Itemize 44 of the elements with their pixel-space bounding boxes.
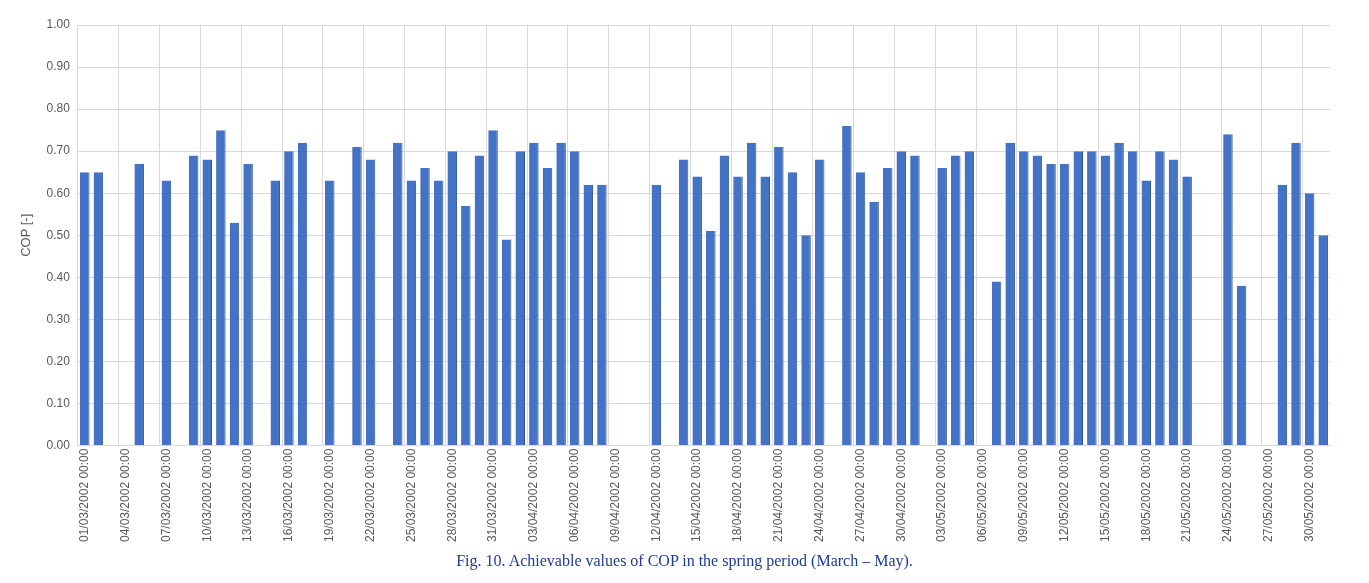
x-tick-label: 28/03/2002 00:00	[444, 448, 459, 542]
x-tick-label: 18/05/2002 00:00	[1138, 448, 1153, 542]
x-tick-label: 15/05/2002 00:00	[1097, 448, 1112, 542]
x-tick-label: 22/03/2002 00:00	[362, 448, 377, 542]
x-tick-label: 18/04/2002 00:00	[730, 448, 745, 542]
x-tick-label: 09/05/2002 00:00	[1016, 448, 1031, 542]
x-tick-label: 12/05/2002 00:00	[1056, 448, 1071, 542]
y-tick-label: 0.60	[46, 185, 71, 200]
x-tick-label: 24/04/2002 00:00	[811, 448, 826, 542]
caption: Fig. 10. Achievable values of COP in the spring period (March – May).	[455, 552, 914, 570]
y-axis-title: COP [-]	[18, 213, 34, 257]
y-tick-label: 0.00	[46, 437, 71, 452]
y-tick-label: 0.90	[46, 59, 71, 74]
x-tick-label: 30/05/2002 00:00	[1301, 448, 1316, 542]
x-tick-label: 04/03/2002 00:00	[117, 448, 132, 542]
x-tick-label: 21/04/2002 00:00	[771, 448, 786, 542]
x-tick-label: 12/04/2002 00:00	[648, 448, 663, 542]
y-tick-label: 0.10	[46, 395, 71, 410]
x-tick-label: 15/04/2002 00:00	[689, 448, 704, 542]
y-tick-label: 1.00	[46, 17, 71, 32]
x-tick-label: 16/03/2002 00:00	[281, 448, 296, 542]
x-tick-label: 19/03/2002 00:00	[322, 448, 337, 542]
x-tick-label: 10/03/2002 00:00	[199, 448, 214, 542]
x-tick-label: 21/05/2002 00:00	[1179, 448, 1194, 542]
x-tick-label: 03/05/2002 00:00	[934, 448, 949, 542]
y-tick-label: 0.20	[46, 353, 71, 368]
x-tick-label: 27/04/2002 00:00	[852, 448, 867, 542]
y-tick-label: 0.30	[46, 311, 71, 326]
y-tick-label: 0.40	[46, 269, 71, 284]
x-tick-label: 31/03/2002 00:00	[485, 448, 500, 542]
x-tick-label: 09/04/2002 00:00	[607, 448, 622, 542]
x-tick-label: 07/03/2002 00:00	[158, 448, 173, 542]
x-tick-label: 13/03/2002 00:00	[240, 448, 255, 542]
y-tick-label: 0.80	[46, 101, 71, 116]
y-tick-label: 0.50	[46, 227, 71, 242]
x-tick-label: 06/05/2002 00:00	[975, 448, 990, 542]
x-tick-label: 25/03/2002 00:00	[403, 448, 418, 542]
x-tick-label: 27/05/2002 00:00	[1261, 448, 1276, 542]
y-tick-label: 0.70	[46, 143, 71, 158]
x-tick-label: 24/05/2002 00:00	[1220, 448, 1235, 542]
x-tick-label: 01/03/2002 00:00	[77, 448, 92, 542]
x-tick-label: 30/04/2002 00:00	[893, 448, 908, 542]
x-tick-label: 03/04/2002 00:00	[526, 448, 541, 542]
x-tick-label: 06/04/2002 00:00	[567, 448, 581, 542]
